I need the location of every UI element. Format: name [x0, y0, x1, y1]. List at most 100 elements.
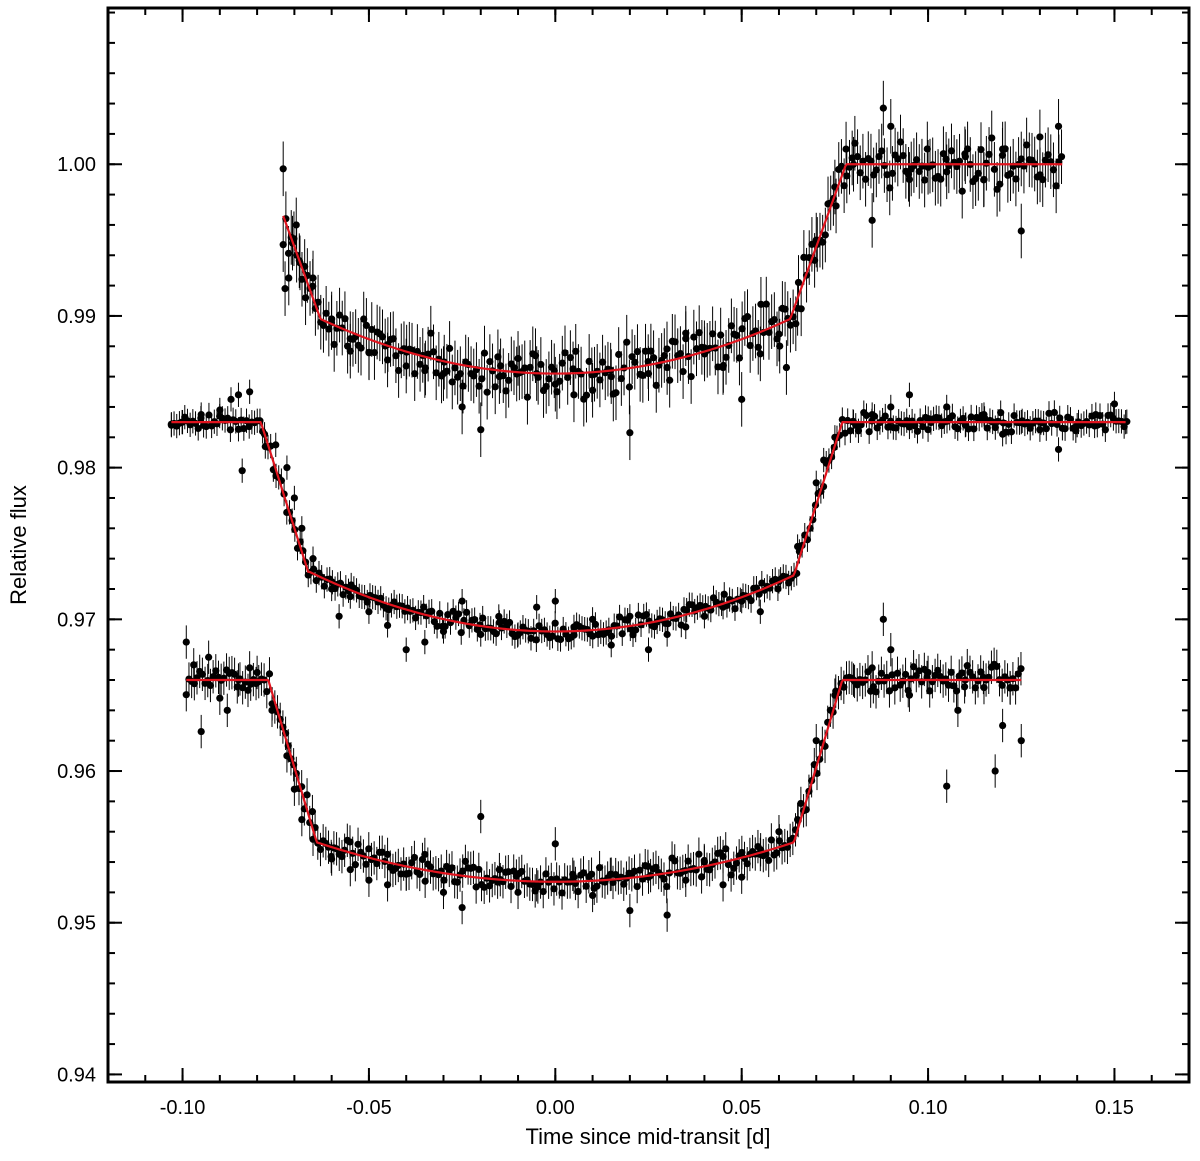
data-point	[758, 579, 766, 587]
data-point	[456, 370, 464, 378]
data-point	[911, 422, 919, 430]
data-point	[1045, 409, 1053, 417]
data-point	[182, 638, 190, 646]
data-point	[620, 880, 628, 888]
data-point	[873, 424, 881, 432]
data-point	[617, 374, 625, 383]
data-point	[762, 300, 770, 308]
data-point	[451, 364, 459, 372]
data-point	[205, 411, 213, 419]
data-point	[934, 666, 942, 674]
data-point	[958, 669, 966, 677]
data-point	[475, 865, 483, 874]
data-point	[626, 429, 634, 437]
data-point	[514, 888, 522, 896]
data-point	[727, 322, 736, 330]
data-point	[582, 882, 590, 890]
data-point	[365, 845, 373, 853]
data-point	[496, 362, 505, 370]
data-point	[346, 838, 354, 846]
data-point	[283, 464, 291, 472]
data-point	[926, 687, 934, 695]
data-point	[865, 428, 873, 436]
data-point	[443, 367, 451, 375]
data-point	[518, 867, 526, 876]
data-point	[532, 636, 540, 644]
data-point	[471, 616, 479, 624]
data-point	[588, 386, 597, 394]
data-point	[636, 866, 644, 874]
data-point	[308, 808, 317, 816]
data-point	[457, 629, 465, 637]
data-point	[666, 376, 674, 384]
data-point	[357, 344, 365, 352]
data-point	[852, 421, 860, 429]
data-point	[303, 791, 311, 799]
data-point	[402, 646, 410, 654]
data-point	[314, 298, 322, 306]
data-point	[870, 412, 879, 420]
data-point	[373, 859, 381, 868]
data-point	[771, 575, 779, 584]
data-point	[528, 880, 537, 889]
data-point	[1006, 170, 1015, 178]
data-point	[234, 425, 243, 433]
data-point	[663, 345, 671, 353]
data-point	[738, 873, 746, 881]
data-point	[539, 887, 547, 896]
data-point	[832, 202, 840, 210]
data-point	[735, 354, 744, 362]
data-point	[292, 221, 300, 229]
data-point	[556, 377, 564, 385]
x-tick-label: 0.15	[1095, 1097, 1134, 1119]
data-point	[719, 881, 727, 889]
data-point	[738, 395, 746, 403]
data-point	[663, 911, 671, 919]
data-point	[639, 371, 647, 380]
data-point	[202, 422, 210, 431]
data-point	[872, 688, 880, 696]
model-layer	[171, 163, 1126, 883]
data-point	[370, 348, 379, 357]
data-point	[628, 353, 636, 361]
data-point	[1011, 684, 1020, 692]
data-point	[631, 358, 639, 366]
data-point	[952, 687, 961, 695]
data-point	[483, 388, 491, 396]
data-point	[362, 321, 370, 329]
data-point	[556, 635, 565, 644]
data-point	[198, 670, 206, 678]
data-point	[800, 253, 808, 262]
data-point	[320, 582, 328, 590]
data-point	[963, 662, 971, 670]
data-point	[954, 706, 962, 714]
data-point	[864, 668, 872, 676]
data-point	[1042, 425, 1050, 433]
data-point	[700, 612, 709, 620]
data-point	[977, 668, 985, 676]
data-point	[663, 882, 671, 891]
data-point	[424, 350, 432, 358]
data-point	[1056, 414, 1064, 422]
data-point	[542, 870, 550, 878]
data-point	[290, 494, 298, 502]
data-point	[634, 611, 642, 619]
data-point	[1088, 412, 1096, 420]
data-point	[624, 616, 632, 624]
data-point	[1017, 227, 1025, 235]
data-point	[872, 166, 880, 174]
y-tick-label: 0.98	[57, 458, 96, 480]
data-point	[642, 610, 651, 619]
data-point	[569, 870, 577, 878]
data-point	[998, 151, 1007, 159]
x-axis-label: Time since mid-transit [d]	[526, 1124, 771, 1149]
data-point	[877, 669, 885, 677]
data-point	[504, 868, 512, 876]
data-point	[722, 845, 730, 853]
data-point	[731, 605, 739, 613]
data-point	[1054, 445, 1063, 454]
data-point	[521, 364, 529, 372]
data-point	[963, 145, 972, 153]
data-point	[410, 853, 419, 862]
